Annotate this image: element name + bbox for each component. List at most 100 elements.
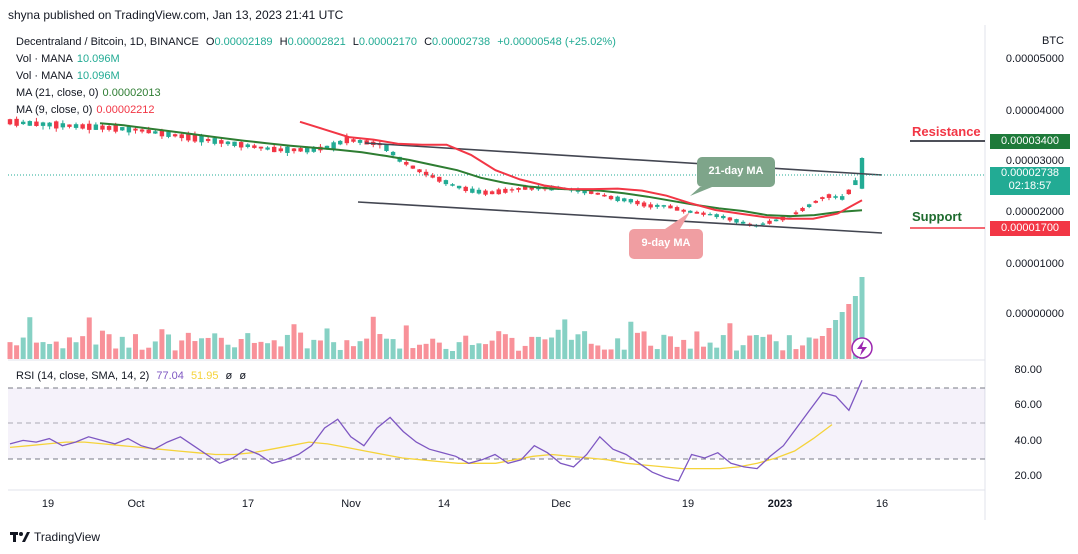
candle[interactable] bbox=[133, 128, 138, 131]
candle[interactable] bbox=[701, 212, 706, 215]
candle[interactable] bbox=[826, 194, 832, 198]
candle[interactable] bbox=[47, 122, 52, 127]
candle[interactable] bbox=[839, 196, 845, 200]
candle[interactable] bbox=[470, 188, 475, 193]
candle[interactable] bbox=[806, 204, 812, 207]
candle[interactable] bbox=[344, 136, 350, 144]
candle[interactable] bbox=[87, 123, 92, 130]
candle[interactable] bbox=[179, 134, 184, 139]
candle[interactable] bbox=[305, 147, 310, 153]
candle[interactable] bbox=[516, 187, 521, 190]
candle[interactable] bbox=[813, 200, 818, 203]
candle[interactable] bbox=[503, 188, 508, 193]
candle[interactable] bbox=[437, 176, 442, 182]
candle[interactable] bbox=[727, 217, 733, 221]
candle[interactable] bbox=[734, 219, 739, 223]
candle[interactable] bbox=[258, 146, 264, 149]
candle[interactable] bbox=[602, 194, 607, 197]
candle[interactable] bbox=[225, 141, 231, 145]
candle[interactable] bbox=[661, 205, 667, 207]
candle[interactable] bbox=[404, 161, 409, 165]
candle[interactable] bbox=[172, 134, 178, 137]
vol-legend-2[interactable]: Vol · MANA 10.096M bbox=[16, 70, 124, 82]
candle[interactable] bbox=[773, 219, 779, 222]
candle[interactable] bbox=[793, 212, 799, 215]
candle[interactable] bbox=[338, 140, 343, 145]
candle[interactable] bbox=[67, 124, 72, 127]
candle[interactable] bbox=[232, 141, 237, 146]
candle[interactable] bbox=[714, 214, 719, 218]
candle[interactable] bbox=[146, 129, 151, 134]
candle[interactable] bbox=[443, 180, 449, 185]
candle[interactable] bbox=[331, 142, 336, 149]
symbol-name[interactable]: Decentraland / Bitcoin, 1D, BINANCE bbox=[16, 36, 199, 48]
candle[interactable] bbox=[199, 135, 204, 143]
candle[interactable] bbox=[833, 196, 838, 198]
candle[interactable] bbox=[60, 123, 66, 128]
candle[interactable] bbox=[159, 130, 165, 137]
candle[interactable] bbox=[430, 175, 435, 178]
candle[interactable] bbox=[120, 127, 125, 131]
candle[interactable] bbox=[846, 189, 851, 195]
candle[interactable] bbox=[489, 191, 495, 195]
candle[interactable] bbox=[14, 118, 19, 126]
candle[interactable] bbox=[139, 129, 145, 132]
channel-upper-line[interactable] bbox=[364, 142, 883, 176]
lightning-icon[interactable] bbox=[851, 337, 873, 359]
candle[interactable] bbox=[641, 202, 647, 207]
candle[interactable] bbox=[186, 133, 191, 141]
candle[interactable] bbox=[721, 215, 726, 219]
candle[interactable] bbox=[522, 186, 528, 190]
candle[interactable] bbox=[252, 145, 257, 148]
candle[interactable] bbox=[628, 199, 634, 203]
candle[interactable] bbox=[34, 121, 39, 126]
channel-lower-line[interactable] bbox=[357, 201, 883, 234]
candle[interactable] bbox=[166, 131, 171, 137]
candle[interactable] bbox=[853, 180, 858, 186]
candle[interactable] bbox=[324, 145, 330, 150]
candle[interactable] bbox=[608, 195, 614, 200]
candle[interactable] bbox=[681, 209, 686, 212]
candle[interactable] bbox=[192, 134, 198, 142]
candle[interactable] bbox=[655, 204, 660, 207]
candle[interactable] bbox=[40, 122, 46, 126]
candle[interactable] bbox=[212, 138, 217, 144]
candle[interactable] bbox=[80, 124, 85, 129]
candle[interactable] bbox=[106, 126, 112, 130]
candle[interactable] bbox=[410, 165, 416, 169]
candle[interactable] bbox=[589, 191, 594, 194]
candle[interactable] bbox=[688, 210, 693, 213]
candle[interactable] bbox=[205, 138, 211, 142]
rsi-legend[interactable]: RSI (14, close, SMA, 14, 2) 77.04 51.95 … bbox=[16, 370, 250, 382]
vol-legend-1[interactable]: Vol · MANA 10.096M bbox=[16, 53, 124, 65]
candle[interactable] bbox=[417, 169, 422, 173]
ma9-legend[interactable]: MA (9, close, 0) 0.00002212 bbox=[16, 104, 159, 116]
candle[interactable] bbox=[73, 124, 79, 128]
candle[interactable] bbox=[760, 223, 766, 225]
candle[interactable] bbox=[285, 146, 290, 153]
candle[interactable] bbox=[622, 198, 627, 202]
candle[interactable] bbox=[7, 119, 13, 125]
candle[interactable] bbox=[311, 147, 317, 152]
candle[interactable] bbox=[351, 139, 356, 142]
candle[interactable] bbox=[767, 220, 772, 224]
candle[interactable] bbox=[113, 124, 118, 132]
rsi-sma-line[interactable] bbox=[9, 424, 833, 470]
candle[interactable] bbox=[694, 211, 700, 214]
candle[interactable] bbox=[483, 190, 488, 195]
candle[interactable] bbox=[153, 131, 158, 134]
candle[interactable] bbox=[463, 186, 468, 192]
rsi-line[interactable] bbox=[9, 379, 863, 482]
ma21-line[interactable] bbox=[99, 122, 863, 218]
ma9-line[interactable] bbox=[299, 120, 863, 220]
candle[interactable] bbox=[126, 125, 132, 133]
candle[interactable] bbox=[668, 205, 673, 209]
tradingview-logo[interactable]: TradingView bbox=[10, 530, 100, 544]
candle[interactable] bbox=[265, 147, 270, 150]
candle[interactable] bbox=[450, 184, 455, 186]
candle[interactable] bbox=[496, 189, 501, 195]
candle[interactable] bbox=[648, 204, 653, 208]
candle[interactable] bbox=[674, 207, 680, 211]
ma21-legend[interactable]: MA (21, close, 0) 0.00002013 bbox=[16, 87, 165, 99]
